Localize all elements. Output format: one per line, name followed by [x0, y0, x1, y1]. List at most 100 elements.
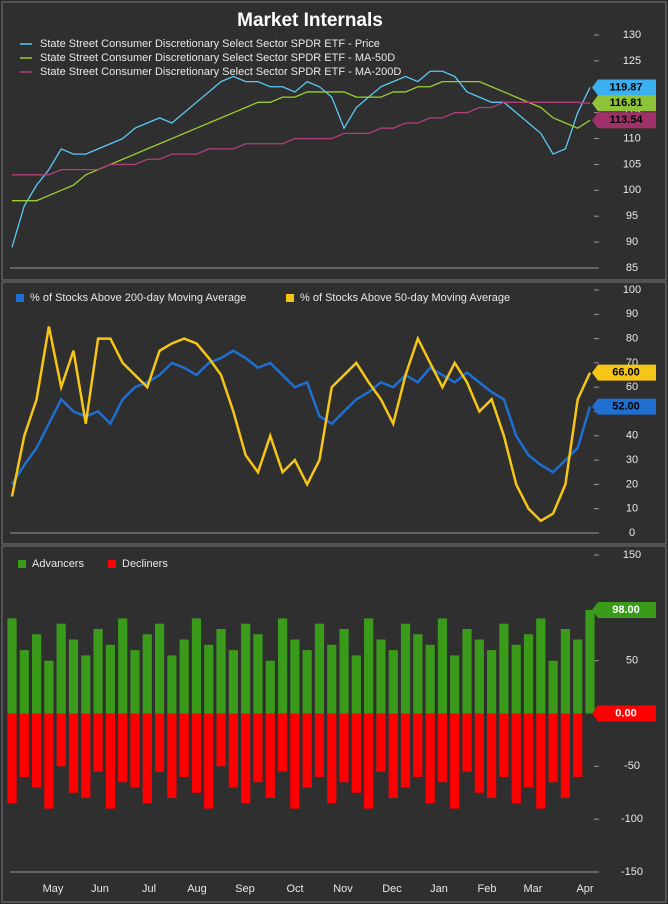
bar [142, 634, 152, 714]
y-tick-label: 150 [623, 549, 641, 561]
bar [31, 713, 42, 788]
bar [511, 713, 521, 804]
bar [277, 618, 288, 714]
bar [228, 650, 238, 714]
bar [413, 634, 423, 714]
bar [290, 713, 300, 809]
bar [400, 713, 411, 788]
x-tick-label: Aug [187, 883, 207, 895]
legend-label: State Street Consumer Discretionary Sele… [40, 52, 395, 64]
bar [487, 650, 497, 714]
legend-swatch [18, 560, 26, 568]
chart-title: Market Internals [237, 10, 383, 31]
bar [167, 713, 177, 799]
bar [7, 618, 17, 714]
bar [400, 623, 411, 714]
bar [118, 618, 128, 714]
legend-label: State Street Consumer Discretionary Sele… [40, 38, 380, 50]
bar [7, 713, 17, 804]
y-tick-label: 85 [626, 262, 638, 274]
x-tick-label: Oct [286, 883, 303, 895]
value-tag [592, 112, 656, 129]
bar [523, 634, 534, 714]
bar [216, 713, 226, 767]
y-tick-label: 20 [626, 478, 638, 490]
bar [56, 713, 66, 767]
bar [376, 713, 386, 772]
bar [130, 650, 140, 714]
bar [179, 639, 189, 714]
legend-label: Decliners [122, 558, 168, 570]
bar [253, 713, 263, 783]
bar [376, 639, 386, 714]
y-tick-label: 90 [626, 236, 638, 248]
x-tick-label: Jan [430, 883, 448, 895]
y-tick-label: 10 [626, 503, 638, 515]
bar [142, 713, 152, 804]
legend-swatch [286, 294, 294, 302]
bar [327, 713, 337, 804]
bar [499, 623, 509, 714]
legend-swatch [108, 560, 116, 568]
bar [265, 660, 275, 714]
bar [118, 713, 128, 783]
bar [560, 713, 571, 799]
bar [290, 639, 300, 714]
bar [364, 713, 374, 809]
y-tick-label: 95 [626, 210, 638, 222]
bar [487, 713, 497, 799]
bar [585, 609, 595, 714]
value-tag-label: 119.87 [609, 81, 642, 93]
y-tick-label: 110 [623, 132, 641, 144]
bar [437, 618, 448, 714]
bar [130, 713, 140, 788]
bar [179, 713, 189, 777]
bar [536, 618, 546, 714]
bar [413, 713, 423, 777]
panel [1, 281, 667, 545]
bar [560, 628, 571, 714]
series-line [11, 70, 591, 248]
bar [68, 639, 79, 714]
bar [548, 713, 558, 783]
bar [388, 713, 398, 799]
y-tick-label: 90 [626, 308, 638, 320]
legend-label: Advancers [32, 558, 84, 570]
bar [81, 713, 91, 799]
series-line [12, 101, 591, 176]
bar [154, 713, 165, 772]
y-tick-label: 105 [623, 158, 641, 170]
y-tick-label: -100 [621, 813, 643, 825]
y-tick-label: 60 [626, 381, 638, 393]
bar [105, 713, 115, 809]
x-tick-label: Feb [478, 883, 497, 895]
bar [265, 713, 275, 799]
x-tick-label: Apr [576, 883, 593, 895]
bar [44, 713, 54, 809]
x-tick-label: Jul [142, 883, 156, 895]
y-tick-label: 50 [626, 655, 638, 667]
value-tag-label: 52.00 [612, 401, 640, 413]
bar [450, 655, 460, 714]
bar [339, 628, 349, 714]
panel [1, 1, 667, 281]
bar [314, 713, 325, 777]
y-tick-label: 80 [626, 333, 638, 345]
bar [302, 650, 312, 714]
series-line [10, 349, 592, 486]
bar [191, 618, 202, 714]
value-tag-label: 0.00 [615, 707, 636, 719]
value-tag [592, 601, 656, 618]
bar [462, 628, 472, 714]
bar [364, 618, 374, 714]
legend-label: State Street Consumer Discretionary Sele… [40, 66, 401, 78]
bar [204, 713, 214, 809]
bar [19, 713, 29, 777]
value-tag [592, 398, 656, 415]
bar [204, 644, 214, 714]
value-tag-label: 113.54 [609, 114, 643, 126]
bar [167, 655, 177, 714]
bar [277, 713, 288, 772]
bar [44, 660, 54, 714]
bar [474, 713, 484, 793]
